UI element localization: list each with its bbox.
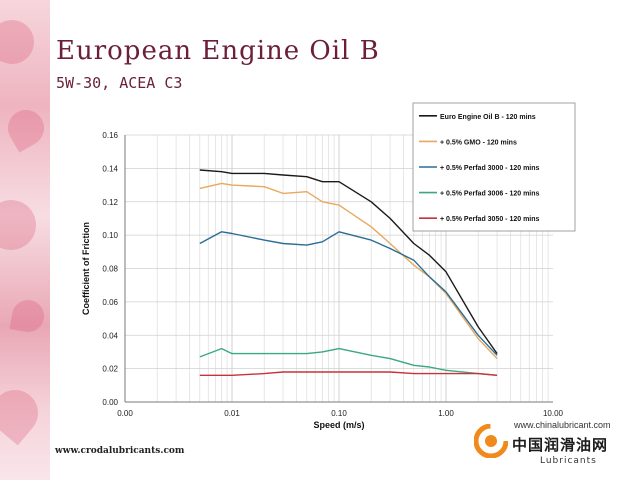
x-tick-label: 0.00 [117,409,133,418]
y-tick-label: 0.00 [102,398,118,407]
watermark-url: www.chinalubricant.com [514,420,611,430]
series-line-4 [199,347,498,376]
slide-subtitle: 5W-30, ACEA C3 [56,74,183,92]
x-tick-label: 0.10 [331,409,347,418]
y-tick-label: 0.06 [102,298,118,307]
legend-label: + 0.5% Perfad 3050 - 120 mins [440,216,540,223]
x-tick-label: 10.00 [543,409,564,418]
legend-label: Euro Engine Oil B - 120 mins [440,114,536,121]
y-tick-label: 0.10 [102,231,118,240]
series-line-5 [199,371,498,376]
y-tick-label: 0.02 [102,365,118,374]
legend-label: + 0.5% Perfad 3006 - 120 mins [440,191,540,198]
y-tick-label: 0.12 [102,198,118,207]
y-tick-label: 0.14 [102,164,118,173]
y-axis-title: Coefficient of Friction [81,222,91,315]
series-line-2 [199,182,498,360]
watermark-tagline: Lubricants [540,456,597,466]
footer-url: www.crodalubricants.com [55,446,185,456]
legend-label: + 0.5% Perfad 3000 - 120 mins [440,165,540,172]
x-tick-label: 0.01 [224,409,240,418]
watermark: www.chinalubricant.com 中国润滑油网 Lubricants [474,418,634,474]
chinalubricant-logo-icon [474,424,508,458]
legend-box [412,102,576,232]
y-tick-label: 0.16 [102,131,118,140]
legend-label: + 0.5% GMO - 120 mins [440,139,517,146]
series-line-1 [199,169,498,355]
y-tick-label: 0.08 [102,265,118,274]
y-tick-label: 0.04 [102,331,118,340]
x-axis-title: Speed (m/s) [313,420,364,430]
x-tick-label: 1.00 [438,409,454,418]
series-line-3 [199,231,498,356]
watermark-chinese-name: 中国润滑油网 [512,436,609,454]
slide-title: European Engine Oil B [56,36,380,66]
left-floral-decoration [0,0,50,480]
